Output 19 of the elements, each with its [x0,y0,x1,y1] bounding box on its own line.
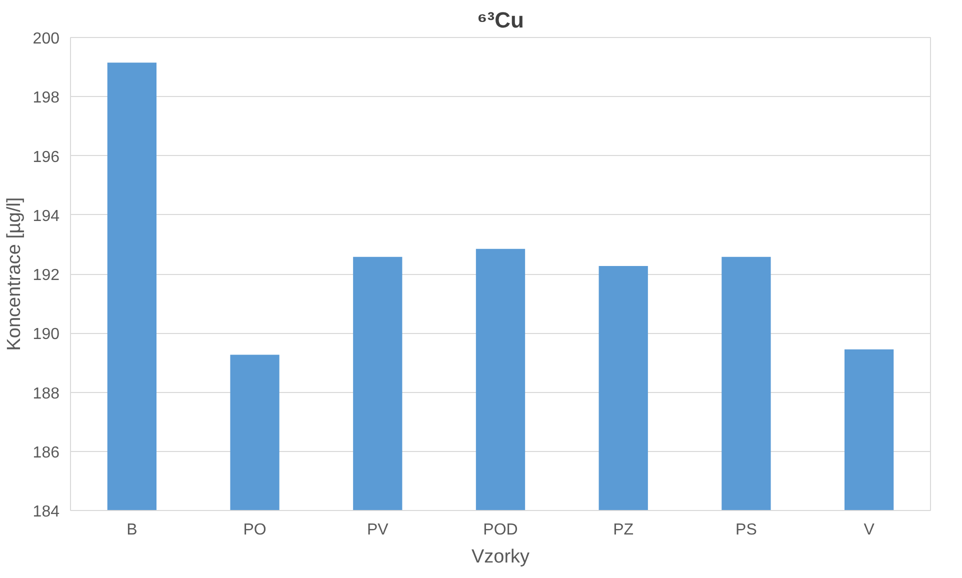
y-tick-label: 194 [32,208,60,225]
x-tick-label: POD [483,522,518,538]
x-tick-label: PO [243,522,266,538]
y-tick-label: 186 [32,444,60,462]
x-tick-label: B [126,522,138,538]
y-tick-label: 192 [32,267,60,284]
x-axis-title: Vzorky [471,546,530,568]
x-tick-label: V [864,522,875,538]
x-tick-label: PV [366,522,389,538]
y-tick-label: 196 [32,148,60,166]
y-tick-label: 184 [32,504,60,520]
y-tick-label: 188 [32,385,60,402]
chart-title: ⁶³Cu [477,8,524,32]
y-tick-label: 190 [32,326,60,344]
x-tick-label: PS [736,522,757,538]
y-tick-label: 198 [32,90,60,107]
x-tick-label: PZ [613,522,634,538]
y-tick-label: 200 [32,30,60,48]
y-axis-title: Koncentrace [µg/l] [4,197,25,351]
